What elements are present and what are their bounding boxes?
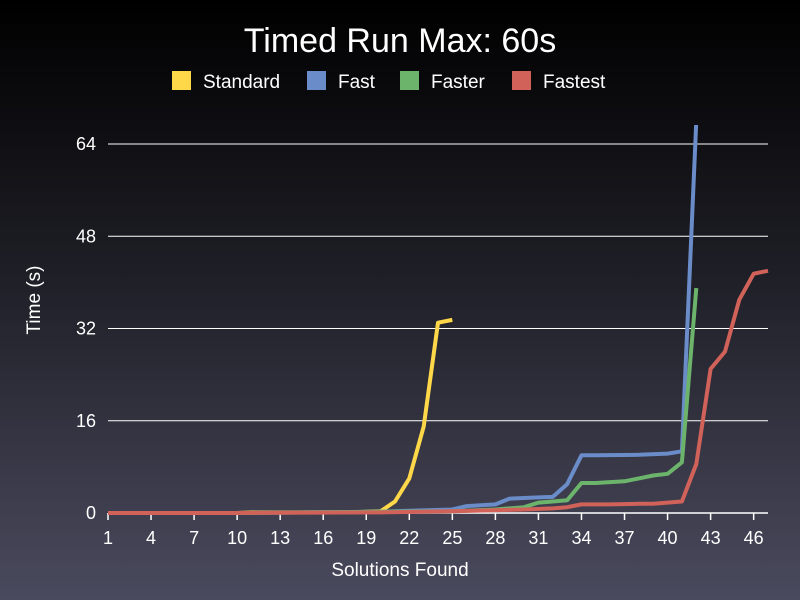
series-line-standard — [108, 317, 453, 515]
legend: Standard Fast Faster Fastest — [172, 71, 606, 93]
series-line-fast — [108, 125, 699, 515]
legend-swatch — [307, 71, 326, 90]
legend-swatch — [512, 71, 531, 90]
gridlines — [108, 143, 768, 422]
legend-swatch — [172, 71, 191, 90]
legend-item-fastest: Fastest — [512, 71, 606, 93]
x-tick-label: 43 — [701, 528, 721, 548]
legend-label: Standard — [203, 72, 280, 93]
x-tick-label: 7 — [189, 528, 199, 548]
y-tick-label: 48 — [76, 226, 96, 246]
x-tick-label: 10 — [227, 528, 247, 548]
x-tick-label: 22 — [399, 528, 419, 548]
legend-item-faster: Faster — [400, 71, 486, 93]
axes: 0 16 32 48 64 1 4 7 10 13 16 19 22 25 28 31 34 37 40 43 46 — [76, 134, 768, 548]
x-tick-label: 13 — [270, 528, 290, 548]
legend-item-fast: Fast — [307, 71, 376, 93]
legend-label: Fastest — [543, 72, 606, 93]
y-axis-title: Time (s) — [24, 266, 45, 335]
chart-title: Timed Run Max: 60s — [244, 22, 556, 60]
x-tick-label: 37 — [615, 528, 635, 548]
x-tick-label: 31 — [528, 528, 548, 548]
x-tick-label: 46 — [744, 528, 764, 548]
legend-item-standard: Standard — [172, 71, 280, 93]
x-tick-label: 4 — [146, 528, 156, 548]
x-tick-label: 28 — [485, 528, 505, 548]
y-tick-label: 32 — [76, 319, 96, 339]
y-tick-label: 16 — [76, 411, 96, 431]
x-tick-label: 25 — [442, 528, 462, 548]
y-tick-label: 64 — [76, 134, 96, 154]
series-line-faster — [108, 287, 699, 515]
y-tick-label: 0 — [86, 503, 96, 523]
x-tick-label: 40 — [658, 528, 678, 548]
x-tick-label: 16 — [313, 528, 333, 548]
legend-swatch — [400, 71, 419, 90]
legend-label: Faster — [431, 72, 486, 93]
series-layer — [108, 125, 769, 515]
x-tick-label: 34 — [571, 528, 591, 548]
legend-label: Fast — [338, 72, 376, 93]
x-tick-label: 19 — [356, 528, 376, 548]
series-line-fastest — [108, 268, 769, 515]
x-tick-label: 1 — [103, 528, 113, 548]
x-axis-title: Solutions Found — [331, 560, 468, 581]
